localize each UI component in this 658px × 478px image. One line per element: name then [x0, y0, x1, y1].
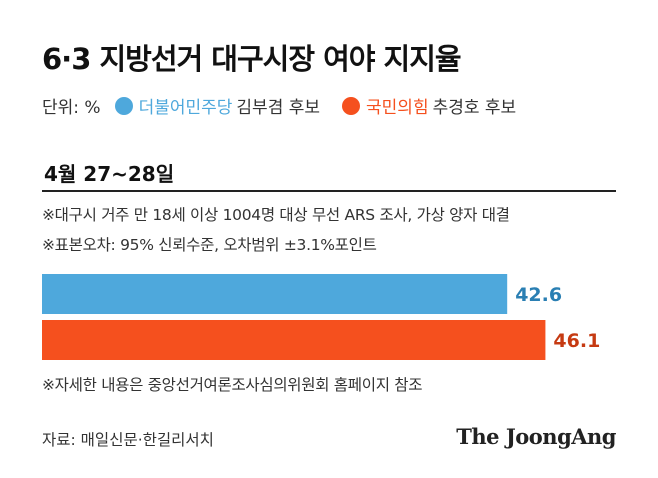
- bar-value-label-1: 46.1: [553, 330, 600, 352]
- bar-1: [42, 320, 546, 360]
- divider: [42, 190, 616, 192]
- unit-label: 단위: %: [42, 98, 101, 118]
- legend-party-ppp: 국민의힘: [366, 98, 429, 118]
- legend: 단위: % 더불어민주당 김부겸 후보 국민의힘 추경호 후보: [42, 93, 516, 118]
- note-margin-of-error: ※표본오차: 95% 신뢰수준, 오차범위 ±3.1%포인트: [42, 236, 377, 254]
- note-reference: ※자세한 내용은 중앙선거여론조사심의위원회 홈페이지 참조: [42, 376, 423, 394]
- legend-candidate-choo: 추경호 후보: [432, 98, 517, 118]
- survey-date: 4월 27~28일: [44, 162, 175, 186]
- source-label: 자료: 매일신문·한길리서치: [42, 431, 214, 449]
- bar-0: [42, 274, 508, 314]
- publisher-logo: The JoongAng: [456, 424, 616, 449]
- legend-swatch-democratic: [114, 96, 133, 115]
- legend-swatch-ppp: [342, 96, 361, 115]
- bar-value-label-0: 42.6: [515, 284, 562, 306]
- note-survey-method: ※대구시 거주 만 18세 이상 1004명 대상 무선 ARS 조사, 가상 …: [42, 206, 510, 224]
- chart-title: 6·3 지방선거 대구시장 여야 지지율: [42, 42, 462, 76]
- legend-party-democratic: 더불어민주당: [138, 98, 233, 118]
- legend-candidate-kim: 김부겸 후보: [236, 98, 321, 118]
